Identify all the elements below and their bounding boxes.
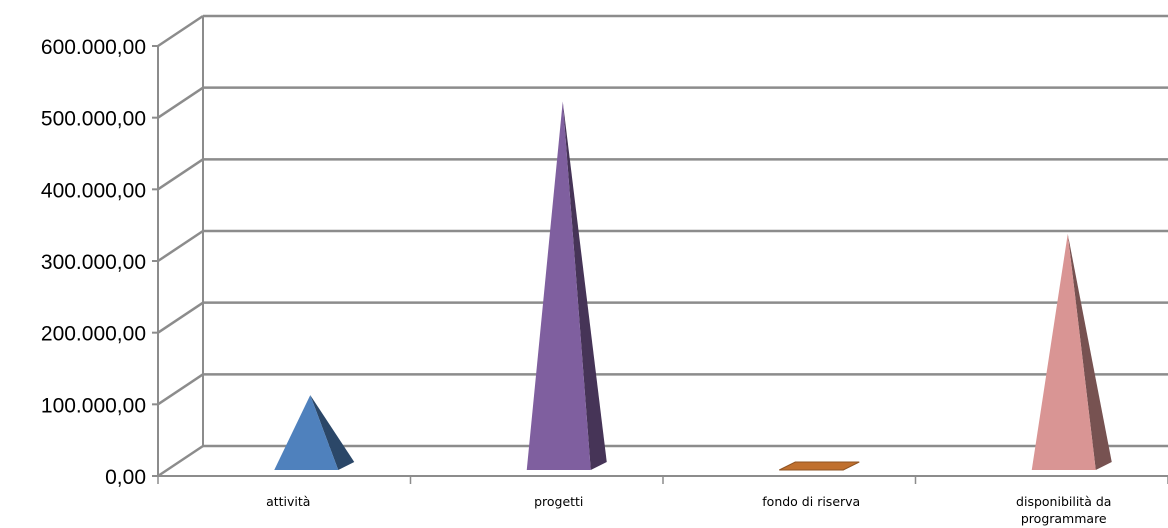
bar	[274, 395, 355, 470]
x-category-label: attività	[266, 494, 310, 509]
y-tick-label: 500.000,00	[41, 108, 146, 131]
bar-front-face	[1031, 233, 1096, 470]
x-category-label-line: progetti	[534, 494, 583, 509]
gridline-side	[157, 229, 204, 263]
bar	[1031, 233, 1112, 470]
bar-side-face	[562, 101, 607, 470]
y-tick-label: 100.000,00	[41, 394, 146, 417]
gridline-side	[157, 158, 204, 191]
bars	[274, 101, 1112, 471]
x-category-label: fondo di riserva	[762, 494, 860, 509]
bar	[779, 461, 860, 471]
y-tick-label: 300.000,00	[41, 251, 146, 274]
bar-front-face	[274, 395, 339, 470]
y-tick-label: 200.000,00	[41, 323, 146, 346]
gridline-side	[157, 86, 204, 119]
y-tick-label: 400.000,00	[41, 179, 146, 202]
x-category-label: progetti	[534, 494, 583, 509]
gridline-side	[157, 444, 204, 478]
y-tick-label: 600.000,00	[41, 36, 146, 59]
x-category-label-line: programmare	[1021, 511, 1107, 526]
bar	[526, 101, 607, 470]
bar-base	[779, 461, 860, 471]
gridline-side	[157, 301, 204, 334]
bar-side-face	[1067, 233, 1112, 470]
y-tick-label: 0,00	[105, 466, 146, 489]
bar-side-face	[310, 395, 355, 470]
gridlines	[157, 14, 1168, 478]
x-category-labels: attività progetti fondo di riserva disponib…	[266, 494, 1111, 526]
axes	[152, 16, 1168, 484]
gridline-side	[157, 373, 204, 406]
x-category-label-line: disponibilità da	[1016, 494, 1111, 509]
x-category-label-line: fondo di riserva	[762, 494, 860, 509]
y-tick-labels: 0,00 100.000,00 200.000,00 300.000,00 400.00…	[41, 36, 146, 489]
bar-front-face	[526, 101, 591, 470]
gridline-side	[157, 14, 204, 48]
x-category-label: disponibilità da programmare	[1016, 494, 1111, 526]
x-category-label-line: attività	[266, 494, 310, 509]
